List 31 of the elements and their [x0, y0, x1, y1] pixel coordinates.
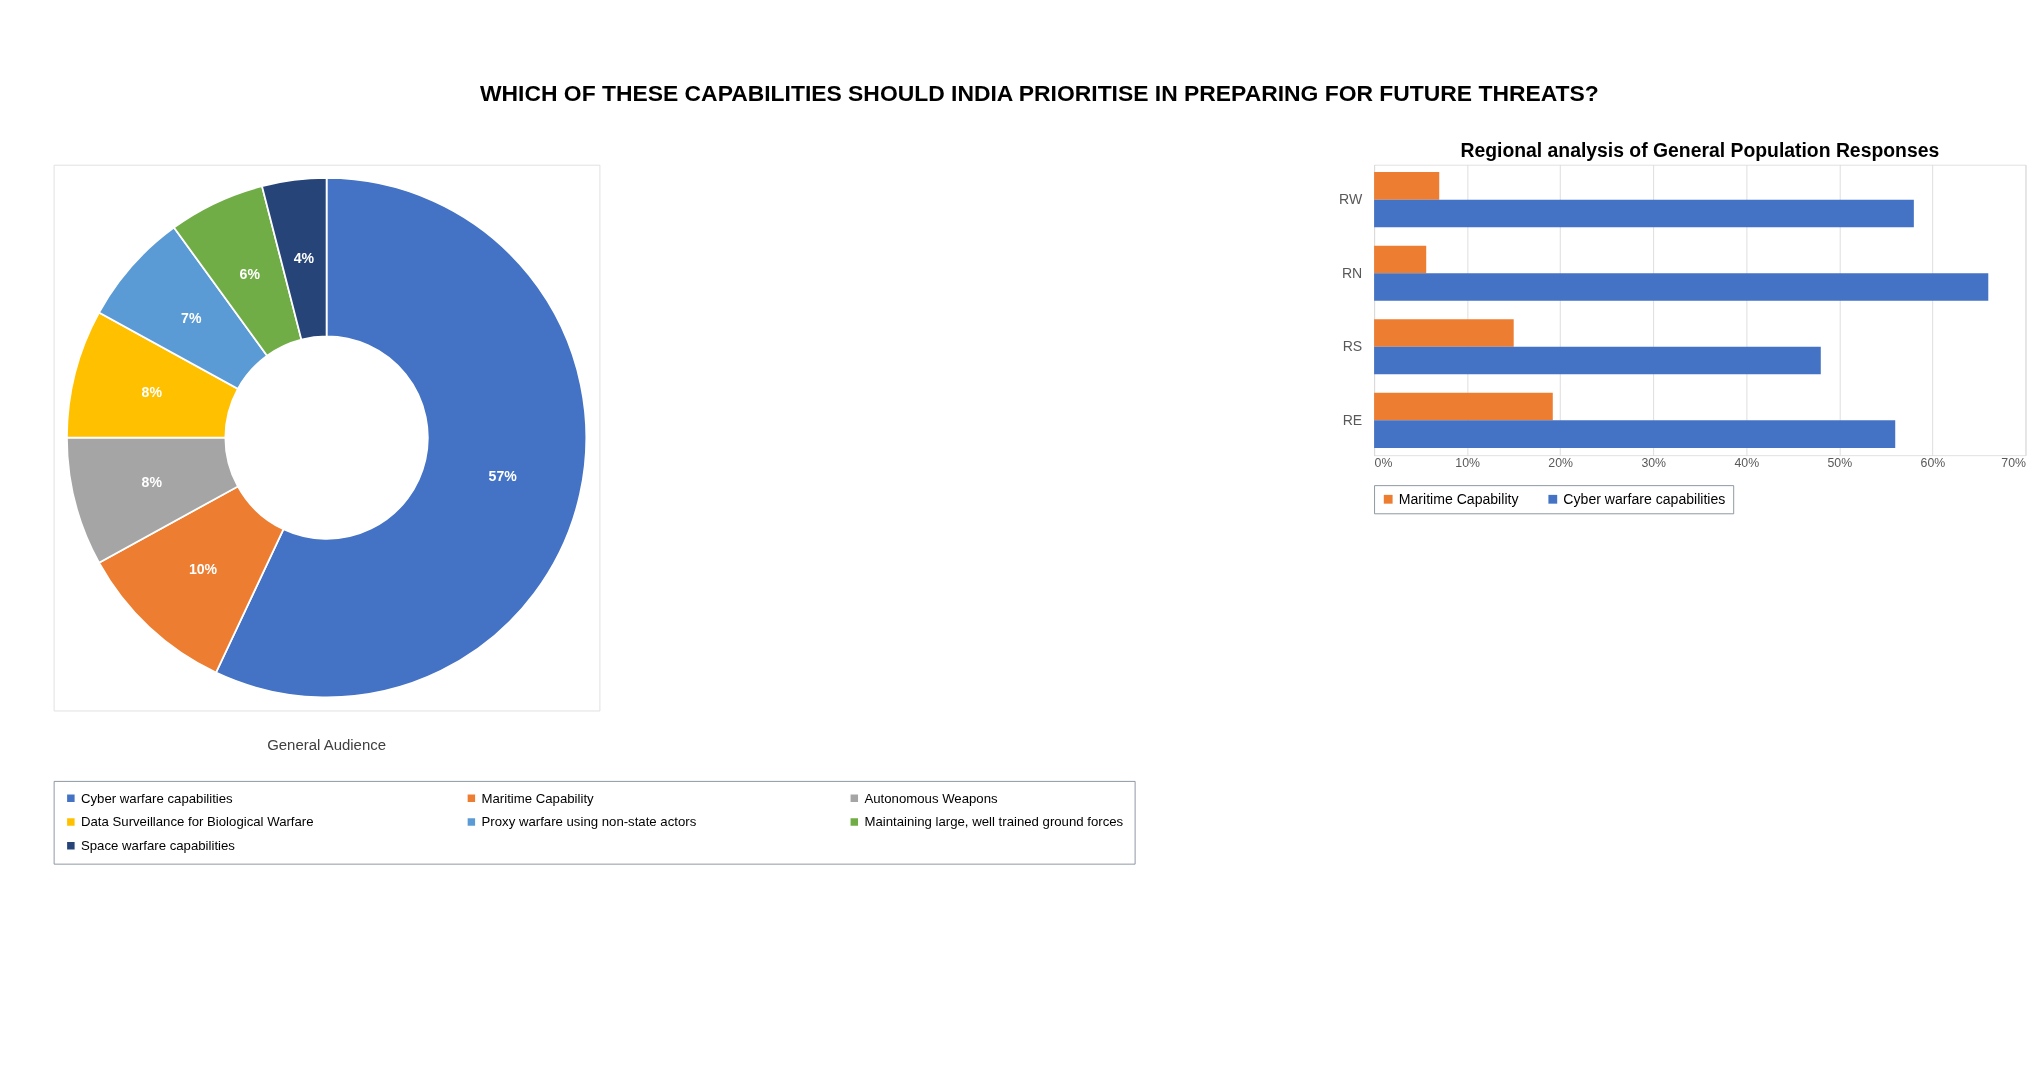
chart-title: Regional analysis of General Population Responses: [1460, 138, 1940, 161]
y-tick-label: RN: [1341, 264, 1363, 281]
legend-label: Cyber warfare capabilities: [80, 790, 234, 806]
legend-label: Maritime Capability: [1398, 490, 1520, 507]
y-tick-label: RW: [1339, 191, 1363, 208]
x-tick-label: 0%: [1374, 456, 1393, 471]
x-tick-label: 50%: [1827, 456, 1853, 471]
data-label: 57%: [488, 468, 518, 485]
data-label: 6%: [239, 265, 261, 282]
legend-label: Maritime Capability: [481, 790, 595, 806]
data-label: 8%: [141, 384, 163, 401]
x-tick-label: 20%: [1548, 456, 1574, 471]
data-label: 8%: [141, 473, 163, 490]
legend-label: Autonomous Weapons: [864, 790, 999, 806]
y-tick-label: RE: [1342, 411, 1363, 428]
x-tick-label: 30%: [1641, 456, 1667, 471]
chart-title: WHICH OF THESE CAPABILITIES SHOULD INDIA PRIORITISE IN PREPARING FOR FUTURE THREATS?: [479, 79, 1599, 106]
text: General Audience: [267, 736, 387, 754]
legend-label: Cyber warfare capabilities: [1563, 490, 1726, 507]
y-tick-label: RS: [1342, 338, 1363, 355]
legend-label: Space warfare capabilities: [80, 838, 236, 854]
data-label: 10%: [188, 560, 218, 577]
x-tick-label: 70%: [2001, 456, 2026, 471]
legend-label: Data Surveillance for Biological Warfare: [80, 814, 314, 830]
legend-label: Maintaining large, well trained ground forces: [864, 814, 1124, 830]
data-label: 7%: [181, 309, 202, 326]
data-label: 4%: [293, 250, 315, 267]
x-tick-label: 60%: [1920, 456, 1946, 471]
legend-label: Proxy warfare using non-state actors: [481, 814, 697, 830]
x-tick-label: 10%: [1455, 456, 1480, 471]
x-tick-label: 40%: [1734, 456, 1760, 471]
